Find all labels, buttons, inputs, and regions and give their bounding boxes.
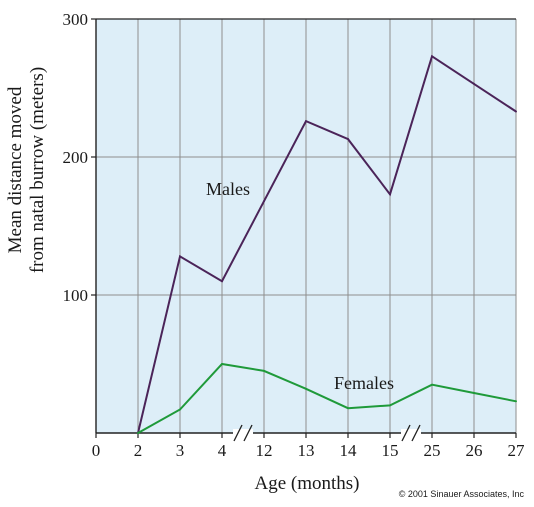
data-point-males-26: [473, 82, 475, 85]
x-tick-label-26: 26: [466, 441, 483, 460]
axis-break-slash-4-0: [233, 424, 243, 442]
copyright-notice: © 2001 Sinauer Associates, Inc: [399, 489, 525, 499]
axes: [91, 18, 517, 438]
data-point-males-27: [515, 110, 517, 113]
x-tick-label-4: 4: [218, 441, 227, 460]
y-axis-title-line-1: Mean distance moved: [5, 86, 26, 253]
y-axis-title-line-2: from natal burrow (meters): [27, 67, 48, 273]
data-point-females-13: [305, 387, 307, 390]
series-label-females: Females: [334, 373, 394, 393]
series-lines: [137, 54, 517, 434]
axis-break-gap-15: [401, 429, 421, 437]
axis-breaks: [233, 424, 421, 442]
data-point-males-13: [305, 120, 307, 123]
data-point-females-4: [221, 363, 223, 365]
x-tick-label-12: 12: [256, 441, 273, 460]
axis-break-slash-15-1: [411, 424, 421, 442]
data-point-males-14: [347, 138, 349, 141]
data-point-males-12: [263, 200, 265, 203]
data-point-females-25: [431, 383, 433, 386]
x-tick-label-2: 2: [134, 441, 143, 460]
x-tick-label-15: 15: [382, 441, 399, 460]
data-point-females-2: [137, 432, 139, 434]
data-point-females-3: [179, 408, 181, 411]
data-point-females-26: [473, 391, 475, 394]
data-point-females-12: [263, 369, 265, 372]
axis-break-slash-4-1: [243, 424, 253, 442]
data-point-females-15: [389, 404, 391, 407]
data-point-females-14: [347, 407, 349, 410]
data-point-males-4: [221, 280, 223, 283]
x-axis-title: Age (months): [254, 473, 359, 494]
data-point-males-25: [431, 55, 433, 58]
x-tick-label-3: 3: [176, 441, 185, 460]
series-label-males: Males: [206, 179, 250, 199]
x-tick-labels: 0 2 3 4 12 13 14 15 25 26 27: [92, 441, 525, 460]
data-point-females-27: [515, 400, 517, 403]
y-tick-labels: 100 200 300: [63, 10, 89, 305]
x-tick-label-14: 14: [340, 441, 358, 460]
x-tick-label-0: 0: [92, 441, 101, 460]
y-tick-label-300: 300: [63, 10, 89, 29]
y-tick-label-100: 100: [63, 286, 89, 305]
x-tick-label-25: 25: [424, 441, 441, 460]
x-tick-label-13: 13: [298, 441, 315, 460]
axis-break-gap-4: [233, 429, 253, 437]
y-tick-label-200: 200: [63, 148, 89, 167]
x-tick-label-27: 27: [508, 441, 526, 460]
y-axis-title: Mean distance moved from natal burrow (m…: [5, 67, 48, 273]
grid-lines: [96, 19, 517, 433]
axis-break-slash-15-0: [401, 424, 411, 442]
series-line-females: [137, 362, 517, 434]
series-line-males: [137, 54, 517, 434]
data-point-males-3: [179, 255, 181, 258]
data-point-males-15: [389, 193, 391, 196]
